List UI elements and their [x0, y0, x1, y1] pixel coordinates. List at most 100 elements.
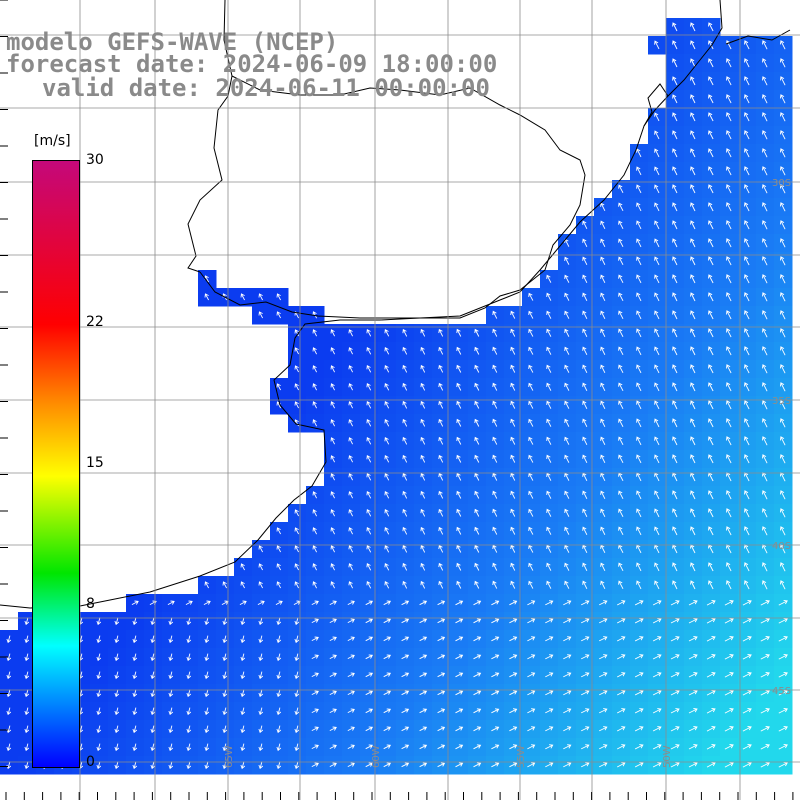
wave-arrow	[6, 689, 12, 698]
wave-arrow	[294, 689, 300, 698]
wave-arrow	[294, 509, 299, 517]
wave-arrow	[582, 580, 588, 590]
wave-arrow	[598, 690, 608, 696]
wave-arrow	[329, 726, 337, 732]
wave-arrow	[779, 418, 786, 428]
wave-arrow	[348, 545, 354, 553]
wave-arrow	[580, 600, 590, 606]
wave-arrow	[347, 690, 355, 696]
wave-arrow	[312, 491, 318, 499]
wave-arrow	[114, 689, 120, 698]
wave-arrow	[546, 508, 552, 517]
wave-arrow	[582, 328, 588, 338]
wave-arrow	[312, 329, 318, 337]
wave-arrow	[779, 364, 786, 374]
wave-arrow	[294, 725, 300, 734]
wave-arrow	[492, 490, 498, 499]
wave-arrow	[779, 58, 786, 68]
wave-arrow	[563, 600, 572, 606]
wave-arrow	[690, 418, 696, 428]
wave-arrow	[618, 220, 624, 230]
wave-arrow	[348, 491, 354, 499]
wave-arrow	[545, 762, 554, 768]
wave-arrow	[600, 382, 606, 392]
wave-arrow	[779, 130, 786, 140]
wave-arrow	[690, 76, 696, 86]
wave-arrow	[636, 508, 642, 518]
wave-arrow	[564, 256, 570, 265]
wave-arrow	[582, 508, 588, 518]
wave-arrow	[311, 654, 319, 660]
wave-arrow	[402, 346, 408, 355]
wave-arrow	[762, 274, 768, 284]
wave-arrow	[276, 581, 281, 589]
wave-arrow	[438, 418, 444, 427]
wave-arrow	[670, 690, 680, 696]
wave-arrow	[528, 328, 534, 337]
wave-arrow	[114, 707, 120, 716]
wave-arrow	[724, 708, 734, 714]
wave-arrow	[546, 580, 552, 589]
wave-arrow	[744, 418, 750, 428]
wave-arrow	[582, 238, 588, 248]
wave-arrow	[654, 418, 660, 428]
wave-arrow	[760, 762, 770, 768]
wave-arrow	[726, 112, 732, 122]
wave-arrow	[563, 762, 572, 768]
wave-arrow	[708, 40, 714, 50]
wave-arrow	[564, 292, 570, 301]
wave-arrow	[509, 762, 518, 768]
wave-arrow	[564, 436, 570, 445]
wave-arrow	[726, 526, 732, 536]
wave-arrow	[654, 184, 660, 194]
wave-arrow	[762, 76, 768, 86]
wave-arrow	[564, 490, 570, 499]
wave-arrow	[778, 707, 788, 714]
wave-arrow	[420, 544, 426, 553]
wave-arrow	[616, 618, 626, 624]
wave-arrow	[438, 490, 444, 499]
wave-arrow	[437, 636, 446, 642]
wave-arrow	[276, 293, 281, 301]
wave-arrow	[168, 653, 174, 662]
wave-arrow	[616, 600, 626, 606]
wave-arrow	[96, 671, 102, 680]
wave-arrow	[240, 617, 246, 626]
wave-arrow	[598, 654, 608, 660]
wave-arrow	[366, 454, 372, 463]
wave-arrow	[204, 761, 210, 770]
wave-arrow	[185, 600, 193, 605]
wave-arrow	[384, 382, 390, 391]
wave-arrow	[402, 436, 408, 445]
wave-arrow	[294, 383, 299, 391]
wave-arrow	[330, 419, 336, 427]
wave-arrow	[634, 600, 644, 606]
wave-arrow	[348, 509, 354, 517]
wave-arrow	[600, 292, 606, 302]
wave-arrow	[744, 382, 750, 392]
wave-arrow	[546, 400, 552, 409]
wave-arrow	[240, 635, 246, 644]
wave-arrow	[726, 490, 732, 500]
wave-arrow	[402, 526, 408, 535]
wave-arrow	[527, 600, 536, 606]
wave-arrow	[312, 383, 318, 391]
wave-arrow	[744, 220, 750, 230]
wave-arrow	[401, 672, 410, 678]
wave-arrow	[114, 725, 120, 734]
wave-arrow	[654, 454, 660, 464]
wave-arrow	[580, 708, 590, 714]
wave-arrow	[580, 636, 590, 642]
wave-arrow	[437, 762, 446, 768]
wave-arrow	[600, 526, 606, 536]
wave-arrow	[455, 618, 464, 624]
wave-arrow	[580, 618, 590, 624]
wave-arrow	[474, 508, 480, 517]
wave-arrow	[564, 454, 570, 463]
wave-arrow	[762, 526, 768, 536]
wave-arrow	[401, 744, 410, 750]
wave-arrow	[564, 364, 570, 373]
wave-arrow	[150, 743, 156, 752]
wave-arrow	[492, 544, 498, 553]
